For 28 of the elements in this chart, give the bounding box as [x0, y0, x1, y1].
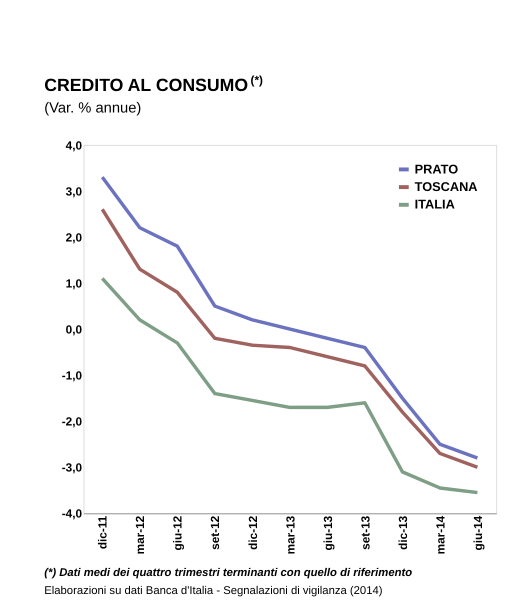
y-tick-label: -1,0 — [62, 370, 82, 383]
line-series — [100, 276, 480, 494]
chart-subtitle: (Var. % annue) — [44, 100, 142, 116]
x-tick-label: giu-14 — [472, 515, 485, 550]
x-tick-label: mar-12 — [134, 515, 148, 554]
x-tick-label: mar-13 — [284, 515, 298, 554]
y-tick-label: -2,0 — [62, 416, 82, 429]
legend-label: TOSCANA — [414, 179, 478, 194]
x-tick-label: set-12 — [209, 515, 222, 550]
x-tick-label: giu-12 — [172, 515, 185, 550]
y-tick-label: -4,0 — [62, 508, 82, 521]
legend-label: ITALIA — [414, 196, 455, 212]
y-tick-label: 2,0 — [66, 231, 82, 244]
text: Elaborazioni su dati Banca d'Italia - Segnalazioni di vigilanza (2014) — [44, 584, 383, 597]
y-tick-label: 0,0 — [66, 324, 82, 337]
x-tick-label: giu-13 — [322, 515, 335, 550]
y-tick-label: 1,0 — [66, 277, 82, 290]
text: (*) Dati medi dei quattro trimestri terminanti con quello di riferimento — [44, 567, 412, 580]
chart-title: CREDITO AL CONSUMO(*) — [44, 74, 264, 95]
x-tick-label: dic-11 — [96, 515, 110, 550]
x-tick-label: set-13 — [359, 515, 372, 550]
x-tick-label: mar-14 — [434, 515, 448, 554]
y-tick-label: 3,0 — [66, 185, 82, 198]
legend-label: PRATO — [414, 161, 458, 176]
y-tick-label: -3,0 — [62, 462, 82, 475]
x-tick-label: dic-13 — [396, 515, 410, 550]
y-tick-label: 4,0 — [66, 139, 82, 152]
x-tick-label: dic-12 — [246, 515, 260, 550]
